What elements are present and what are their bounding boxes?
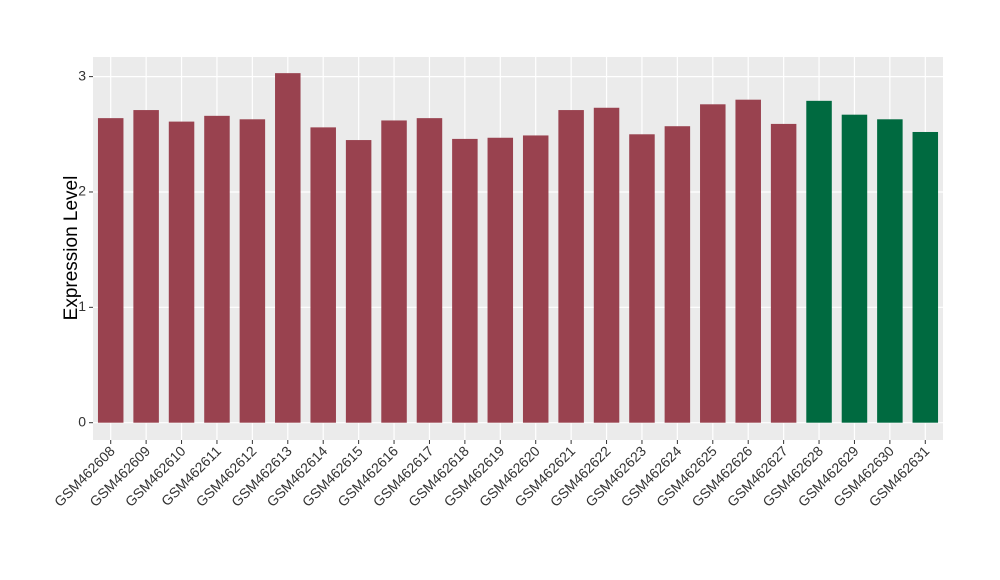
bar	[877, 119, 903, 423]
bar	[133, 110, 159, 423]
y-tick-label: 1	[78, 298, 86, 314]
bar	[770, 123, 797, 423]
bar	[912, 131, 939, 423]
bar	[416, 118, 443, 423]
bar	[522, 135, 549, 423]
bar	[700, 104, 726, 423]
bar	[239, 119, 266, 423]
bar	[310, 127, 336, 423]
bar	[593, 107, 620, 423]
bar	[97, 118, 124, 423]
bar	[381, 120, 407, 423]
bar	[452, 138, 478, 423]
bar	[841, 114, 868, 423]
y-tick-label: 0	[78, 413, 86, 429]
y-axis-title: Expression Level	[61, 176, 82, 321]
bar	[558, 110, 584, 423]
bar	[168, 121, 195, 423]
bar	[735, 99, 761, 423]
bar	[629, 134, 655, 423]
y-tick-label: 3	[78, 67, 86, 83]
bar	[487, 137, 514, 423]
y-tick-label: 2	[78, 183, 86, 199]
bar	[806, 100, 832, 423]
plot-panel	[93, 57, 943, 440]
bar	[664, 126, 691, 423]
bar	[204, 115, 230, 423]
bar	[275, 73, 301, 423]
bar	[345, 140, 372, 423]
